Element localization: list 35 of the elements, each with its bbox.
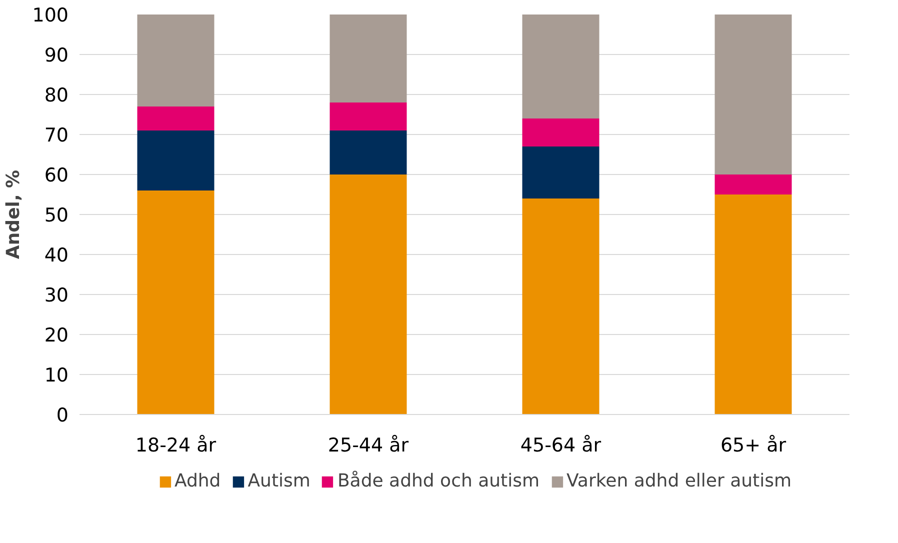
y-tick-label: 90	[44, 44, 69, 66]
bar	[137, 190, 214, 414]
y-tick-label: 20	[44, 324, 69, 346]
y-tick-label: 40	[44, 244, 69, 266]
y-tick-label: 50	[44, 204, 69, 226]
bar	[714, 174, 792, 194]
x-tick-label: 18-24 år	[135, 434, 216, 456]
bar	[330, 102, 407, 130]
bar	[137, 130, 214, 190]
bar	[522, 146, 600, 198]
x-tick-label: 45-64 år	[520, 434, 602, 456]
y-axis-title: Andel, %	[3, 170, 24, 260]
bar	[522, 198, 600, 414]
legend-label: Både adhd och autism	[337, 470, 540, 492]
legend-label: Autism	[248, 470, 310, 492]
bar	[137, 14, 214, 106]
legend-label: Varken adhd eller autism	[566, 470, 792, 492]
bar	[330, 14, 407, 102]
bar	[137, 106, 214, 130]
x-tick-label: 25-44 år	[328, 434, 409, 456]
bar	[330, 130, 407, 174]
bar	[522, 14, 600, 118]
y-tick-label: 70	[44, 124, 69, 146]
y-tick-label: 100	[32, 4, 68, 26]
y-tick-label: 30	[44, 284, 69, 306]
legend-label: Adhd	[174, 470, 221, 492]
bar	[522, 118, 600, 146]
y-tick-label: 80	[44, 84, 69, 106]
y-tick-label: 0	[56, 404, 69, 426]
x-tick-label: 65+ år	[720, 434, 786, 456]
y-tick-label: 60	[44, 164, 69, 186]
bar	[714, 194, 792, 414]
y-tick-label: 10	[44, 364, 69, 386]
bar	[330, 174, 407, 414]
bar	[714, 14, 792, 174]
